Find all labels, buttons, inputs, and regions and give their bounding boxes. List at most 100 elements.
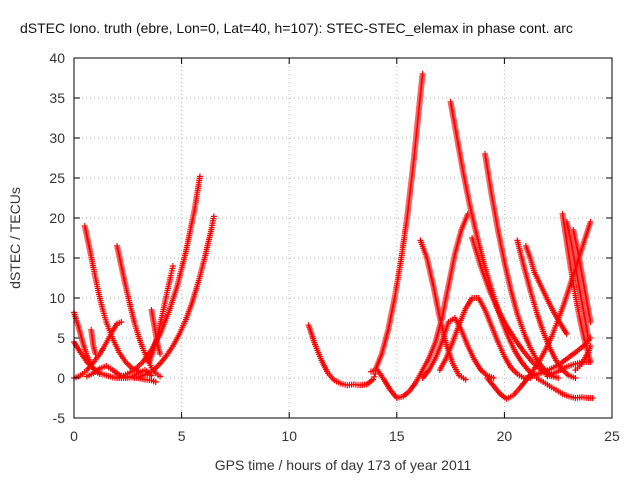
data-point <box>490 375 497 381</box>
interpolated-markers <box>89 337 97 347</box>
series-arc <box>305 322 379 389</box>
data-point <box>462 376 469 383</box>
interpolated-markers <box>578 359 588 366</box>
interpolated-markers <box>424 257 436 287</box>
interpolated-markers <box>463 296 475 310</box>
interpolated-markers <box>509 366 519 376</box>
interpolated-markers <box>472 358 483 372</box>
interpolated-markers <box>577 289 587 315</box>
interpolated-markers <box>479 368 489 378</box>
interpolated-markers <box>102 337 111 348</box>
series-arc <box>522 335 594 381</box>
interpolated-markers <box>196 254 208 282</box>
interpolated-markers <box>525 373 536 381</box>
interpolated-markers <box>551 311 563 325</box>
y-tick-label: -5 <box>53 410 66 426</box>
interpolated-markers <box>568 393 577 401</box>
interpolated-markers <box>533 370 544 378</box>
interpolated-markers <box>117 351 128 364</box>
interpolated-markers <box>408 380 418 393</box>
interpolated-markers <box>166 285 180 314</box>
interpolated-markers <box>147 349 156 363</box>
series-arc <box>81 223 142 375</box>
interpolated-markers <box>447 316 456 324</box>
data-point <box>555 375 562 381</box>
interpolated-markers <box>365 377 375 387</box>
data-point <box>196 173 203 180</box>
data-point <box>370 376 377 383</box>
interpolated-markers <box>420 368 431 380</box>
plot-frame <box>73 57 613 419</box>
x-tick-label: 20 <box>497 428 513 444</box>
interpolated-markers <box>114 245 124 267</box>
interpolated-markers <box>548 384 557 392</box>
interpolated-markers <box>97 345 107 356</box>
interpolated-markers <box>489 325 501 343</box>
y-tick-label: 25 <box>49 170 65 186</box>
interpolated-markers <box>430 285 443 319</box>
interpolated-markers <box>555 388 564 396</box>
data-point <box>157 351 164 357</box>
interpolated-markers <box>118 265 129 287</box>
interpolated-markers <box>498 392 508 401</box>
interpolated-markers <box>191 175 203 212</box>
interpolated-markers <box>445 253 458 287</box>
interpolated-markers <box>502 355 513 369</box>
interpolated-markers <box>572 265 583 291</box>
interpolated-markers <box>459 329 471 347</box>
interpolated-markers <box>420 357 432 371</box>
interpolated-markers <box>133 373 142 381</box>
interpolated-markers <box>370 367 379 375</box>
y-tick-label: 30 <box>49 130 65 146</box>
series-arc <box>563 219 592 341</box>
interpolated-markers <box>471 295 480 301</box>
data-point <box>587 319 594 325</box>
interpolated-markers <box>183 300 195 321</box>
interpolated-markers <box>581 313 591 339</box>
interpolated-markers <box>78 351 89 364</box>
interpolated-markers <box>111 368 121 377</box>
interpolated-markers <box>146 368 155 376</box>
data-point <box>152 379 159 385</box>
x-tick-label: 10 <box>281 428 297 444</box>
interpolated-markers <box>559 355 571 366</box>
interpolated-markers <box>568 373 577 381</box>
series-arc <box>131 213 217 381</box>
interpolated-markers <box>82 225 92 247</box>
data-point <box>419 71 426 77</box>
interpolated-markers <box>536 349 548 363</box>
interpolated-markers <box>90 345 98 355</box>
interpolated-markers <box>183 208 198 253</box>
data-point <box>92 351 99 357</box>
interpolated-markers <box>123 285 133 306</box>
interpolated-markers <box>312 343 324 362</box>
interpolated-markers <box>202 226 215 257</box>
y-tick-label: 10 <box>49 290 65 306</box>
interpolated-markers <box>482 153 495 195</box>
series-arc <box>544 359 594 380</box>
interpolated-markers <box>373 353 384 371</box>
y-tick-label: 5 <box>57 330 65 346</box>
interpolated-markers <box>564 241 574 271</box>
interpolated-markers <box>398 212 411 261</box>
interpolated-markers <box>572 360 581 367</box>
interpolated-markers <box>71 311 81 328</box>
interpolated-markers <box>124 360 134 370</box>
x-tick-label: 5 <box>178 428 186 444</box>
interpolated-markers <box>447 101 460 139</box>
data-point <box>572 375 579 381</box>
interpolated-markers <box>98 363 108 371</box>
data-point <box>587 359 594 365</box>
interpolated-markers <box>388 388 399 400</box>
interpolated-markers <box>85 363 93 372</box>
interpolated-markers <box>418 239 430 260</box>
interpolated-markers <box>574 249 585 275</box>
interpolated-markers <box>401 389 412 398</box>
data-point <box>587 219 594 225</box>
interpolated-markers <box>467 205 479 235</box>
interpolated-markers <box>414 369 425 383</box>
interpolated-markers <box>485 376 496 388</box>
y-tick-label: 0 <box>57 370 65 386</box>
interpolated-markers <box>458 373 467 382</box>
